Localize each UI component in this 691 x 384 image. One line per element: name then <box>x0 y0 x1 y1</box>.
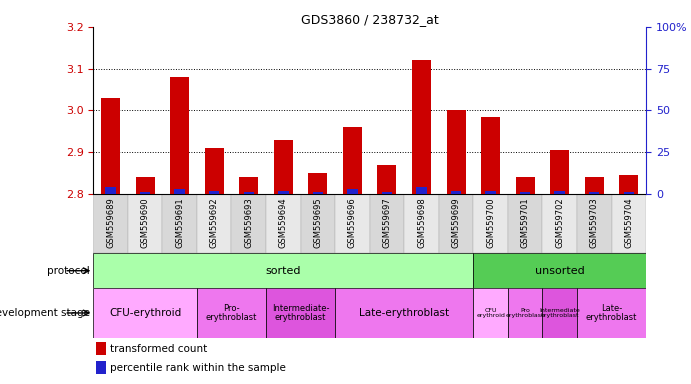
Bar <box>209 190 220 194</box>
Text: percentile rank within the sample: percentile rank within the sample <box>110 363 286 373</box>
Text: Pro
erythroblast: Pro erythroblast <box>506 308 545 318</box>
Bar <box>312 192 323 194</box>
Bar <box>577 194 612 253</box>
Bar <box>162 194 197 253</box>
Bar <box>135 177 155 194</box>
Text: GSM559692: GSM559692 <box>209 197 219 248</box>
Bar <box>585 177 604 194</box>
Bar <box>550 150 569 194</box>
Bar <box>542 194 577 253</box>
Bar <box>93 253 473 288</box>
Text: GSM559700: GSM559700 <box>486 197 495 248</box>
Bar <box>623 192 634 194</box>
Text: GSM559691: GSM559691 <box>175 197 184 248</box>
Text: GSM559697: GSM559697 <box>382 197 392 248</box>
Bar <box>381 192 392 194</box>
Bar <box>451 190 462 194</box>
Bar <box>101 98 120 194</box>
Text: Late-
erythroblast: Late- erythroblast <box>586 304 637 322</box>
Text: CFU-erythroid: CFU-erythroid <box>109 308 181 318</box>
Text: Late-erythroblast: Late-erythroblast <box>359 308 449 318</box>
Bar <box>370 194 404 253</box>
Bar <box>231 194 266 253</box>
Bar <box>508 194 542 253</box>
Bar <box>239 177 258 194</box>
Text: GSM559693: GSM559693 <box>244 197 254 248</box>
Bar <box>308 173 328 194</box>
Bar <box>96 361 106 374</box>
Bar <box>473 288 508 338</box>
Text: GSM559695: GSM559695 <box>313 197 323 248</box>
Text: GSM559703: GSM559703 <box>589 197 599 248</box>
Bar <box>105 187 116 194</box>
Text: GSM559694: GSM559694 <box>278 197 288 248</box>
Bar <box>140 192 151 194</box>
Bar <box>473 194 508 253</box>
Bar <box>278 190 289 194</box>
Bar <box>197 194 231 253</box>
Bar <box>93 288 197 338</box>
Text: sorted: sorted <box>265 266 301 276</box>
Bar <box>612 194 646 253</box>
Bar <box>577 288 646 338</box>
Bar <box>520 192 531 194</box>
Bar <box>170 77 189 194</box>
Bar <box>174 189 185 194</box>
Text: GSM559704: GSM559704 <box>624 197 634 248</box>
Text: unsorted: unsorted <box>535 266 585 276</box>
Text: GSM559696: GSM559696 <box>348 197 357 248</box>
Bar <box>377 165 397 194</box>
Bar <box>197 288 266 338</box>
Bar <box>508 288 542 338</box>
Text: GSM559690: GSM559690 <box>140 197 150 248</box>
Bar <box>243 192 254 194</box>
Text: development stage: development stage <box>0 308 90 318</box>
Title: GDS3860 / 238732_at: GDS3860 / 238732_at <box>301 13 439 26</box>
Bar <box>335 288 473 338</box>
Bar <box>485 190 496 194</box>
Bar <box>343 127 362 194</box>
Bar <box>266 194 301 253</box>
Bar <box>589 192 600 194</box>
Text: GSM559702: GSM559702 <box>555 197 565 248</box>
Text: Intermediate
erythroblast: Intermediate erythroblast <box>540 308 580 318</box>
Text: Pro-
erythroblast: Pro- erythroblast <box>206 304 257 322</box>
Bar <box>93 194 128 253</box>
Bar <box>96 342 106 355</box>
Bar <box>412 60 431 194</box>
Bar <box>542 288 577 338</box>
Bar <box>205 148 224 194</box>
Bar <box>439 194 473 253</box>
Text: protocol: protocol <box>47 266 90 276</box>
Text: Intermediate-
erythroblast: Intermediate- erythroblast <box>272 304 330 322</box>
Bar <box>554 190 565 194</box>
Bar <box>481 117 500 194</box>
Bar <box>128 194 162 253</box>
Text: transformed count: transformed count <box>110 344 207 354</box>
Bar <box>416 187 427 194</box>
Bar <box>515 177 535 194</box>
Bar <box>274 140 293 194</box>
Bar <box>347 189 358 194</box>
Text: GSM559689: GSM559689 <box>106 197 115 248</box>
Bar <box>335 194 370 253</box>
Text: CFU
erythroid: CFU erythroid <box>476 308 505 318</box>
Bar <box>404 194 439 253</box>
Bar <box>446 111 466 194</box>
Bar <box>301 194 335 253</box>
Bar <box>619 175 638 194</box>
Text: GSM559699: GSM559699 <box>451 197 461 248</box>
Bar <box>266 288 335 338</box>
Text: GSM559698: GSM559698 <box>417 197 426 248</box>
Bar <box>473 253 646 288</box>
Text: GSM559701: GSM559701 <box>520 197 530 248</box>
